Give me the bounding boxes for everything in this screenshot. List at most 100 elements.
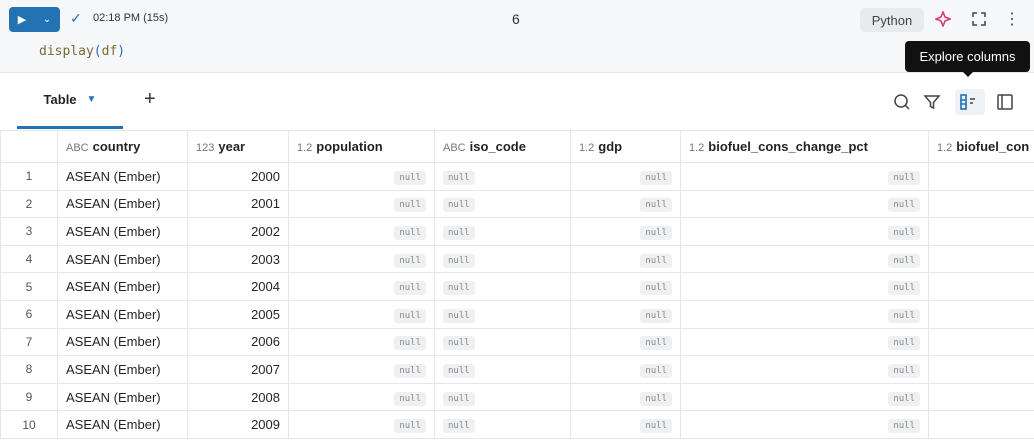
cell-year[interactable]: 2000 bbox=[187, 162, 289, 191]
cell-country[interactable]: ASEAN (Ember) bbox=[57, 410, 188, 439]
run-button[interactable]: ▶ ⌄ bbox=[9, 7, 60, 32]
cell-biofuel-cons-change-pct[interactable]: null bbox=[680, 189, 929, 219]
cell-biofuel-cons-change-pct[interactable]: null bbox=[680, 327, 929, 357]
cell-biofuel-cons-change-pct[interactable]: null bbox=[680, 355, 929, 384]
column-header-year[interactable]: 123 year bbox=[187, 130, 289, 163]
cell-country[interactable]: ASEAN (Ember) bbox=[57, 189, 188, 219]
cell-year[interactable]: 2007 bbox=[187, 355, 289, 384]
filter-icon[interactable] bbox=[922, 92, 942, 112]
cell-iso-code[interactable]: null bbox=[434, 382, 571, 412]
play-icon[interactable]: ▶ bbox=[17, 14, 27, 26]
cell-gdp[interactable]: null bbox=[570, 272, 681, 301]
tooltip: Explore columns bbox=[905, 41, 1030, 77]
cell-gdp[interactable]: null bbox=[570, 217, 681, 246]
cell-year[interactable]: 2005 bbox=[187, 299, 289, 329]
cell-population[interactable]: null bbox=[288, 299, 435, 329]
cell-biofuel-cons-change-pct[interactable]: null bbox=[680, 299, 929, 329]
assistant-sparkle-icon[interactable] bbox=[933, 9, 953, 29]
cell-country[interactable]: ASEAN (Ember) bbox=[57, 382, 188, 412]
cell-iso-code[interactable]: null bbox=[434, 299, 571, 329]
column-header-gdp[interactable]: 1.2 gdp bbox=[570, 130, 681, 163]
cell-iso-code[interactable]: null bbox=[434, 272, 571, 301]
table-row: 6 ASEAN (Ember) 2005 null null null null bbox=[0, 299, 1034, 329]
explore-columns-icon[interactable] bbox=[955, 89, 985, 115]
cell-population[interactable]: null bbox=[288, 382, 435, 412]
cell-population[interactable]: null bbox=[288, 217, 435, 246]
cell-country[interactable]: ASEAN (Ember) bbox=[57, 355, 188, 384]
cell-biofuel-con[interactable] bbox=[928, 299, 1034, 329]
sidebar-panel-icon[interactable] bbox=[995, 92, 1015, 112]
cell-biofuel-cons-change-pct[interactable]: null bbox=[680, 410, 929, 439]
column-header-population[interactable]: 1.2 population bbox=[288, 130, 435, 163]
chevron-down-icon[interactable]: ▼ bbox=[86, 94, 97, 105]
language-badge[interactable]: Python bbox=[860, 8, 924, 32]
cell-gdp[interactable]: null bbox=[570, 382, 681, 412]
cell-biofuel-cons-change-pct[interactable]: null bbox=[680, 244, 929, 274]
cell-iso-code[interactable]: null bbox=[434, 162, 571, 191]
fullscreen-icon[interactable] bbox=[969, 9, 989, 29]
cell-country[interactable]: ASEAN (Ember) bbox=[57, 299, 188, 329]
cell-year[interactable]: 2009 bbox=[187, 410, 289, 439]
cell-iso-code[interactable]: null bbox=[434, 217, 571, 246]
cell-biofuel-cons-change-pct[interactable]: null bbox=[680, 217, 929, 246]
column-name: country bbox=[92, 139, 141, 154]
cell-gdp[interactable]: null bbox=[570, 162, 681, 191]
cell-biofuel-con[interactable] bbox=[928, 382, 1034, 412]
cell-biofuel-con[interactable] bbox=[928, 162, 1034, 191]
cell-gdp[interactable]: null bbox=[570, 299, 681, 329]
cell-biofuel-con[interactable] bbox=[928, 217, 1034, 246]
cell-biofuel-con[interactable] bbox=[928, 327, 1034, 357]
cell-population[interactable]: null bbox=[288, 355, 435, 384]
cell-gdp[interactable]: null bbox=[570, 355, 681, 384]
column-header-iso_code[interactable]: ABC iso_code bbox=[434, 130, 571, 163]
cell-year[interactable]: 2003 bbox=[187, 244, 289, 274]
cell-gdp[interactable]: null bbox=[570, 410, 681, 439]
cell-year[interactable]: 2006 bbox=[187, 327, 289, 357]
code-editor[interactable]: display(df) bbox=[39, 44, 126, 59]
table-row: 8 ASEAN (Ember) 2007 null null null null bbox=[0, 355, 1034, 384]
cell-biofuel-con[interactable] bbox=[928, 189, 1034, 219]
null-badge: null bbox=[640, 253, 672, 268]
code-arg: df bbox=[101, 44, 118, 59]
cell-gdp[interactable]: null bbox=[570, 189, 681, 219]
null-badge: null bbox=[888, 253, 920, 268]
cell-biofuel-cons-change-pct[interactable]: null bbox=[680, 382, 929, 412]
cell-year[interactable]: 2008 bbox=[187, 382, 289, 412]
column-header-biofuel_con[interactable]: 1.2 biofuel_con bbox=[928, 130, 1034, 163]
cell-year[interactable]: 2002 bbox=[187, 217, 289, 246]
cell-biofuel-con[interactable] bbox=[928, 410, 1034, 439]
cell-country[interactable]: ASEAN (Ember) bbox=[57, 327, 188, 357]
cell-population[interactable]: null bbox=[288, 189, 435, 219]
cell-country[interactable]: ASEAN (Ember) bbox=[57, 162, 188, 191]
cell-biofuel-con[interactable] bbox=[928, 355, 1034, 384]
add-tab-button[interactable]: + bbox=[144, 88, 156, 110]
cell-biofuel-cons-change-pct[interactable]: null bbox=[680, 162, 929, 191]
cell-gdp[interactable]: null bbox=[570, 327, 681, 357]
tab-table[interactable]: Table ▼ bbox=[17, 73, 123, 129]
more-options-icon[interactable]: ⋮ bbox=[1004, 11, 1020, 28]
cell-population[interactable]: null bbox=[288, 272, 435, 301]
cell-iso-code[interactable]: null bbox=[434, 189, 571, 219]
column-name: iso_code bbox=[469, 139, 526, 154]
cell-iso-code[interactable]: null bbox=[434, 244, 571, 274]
cell-population[interactable]: null bbox=[288, 410, 435, 439]
cell-year[interactable]: 2004 bbox=[187, 272, 289, 301]
cell-year[interactable]: 2001 bbox=[187, 189, 289, 219]
cell-iso-code[interactable]: null bbox=[434, 355, 571, 384]
column-header-biofuel_cons_change_pct[interactable]: 1.2 biofuel_cons_change_pct bbox=[680, 130, 929, 163]
cell-biofuel-con[interactable] bbox=[928, 272, 1034, 301]
chevron-down-icon[interactable]: ⌄ bbox=[42, 14, 52, 25]
cell-population[interactable]: null bbox=[288, 244, 435, 274]
cell-population[interactable]: null bbox=[288, 327, 435, 357]
cell-population[interactable]: null bbox=[288, 162, 435, 191]
cell-country[interactable]: ASEAN (Ember) bbox=[57, 217, 188, 246]
cell-gdp[interactable]: null bbox=[570, 244, 681, 274]
cell-country[interactable]: ASEAN (Ember) bbox=[57, 272, 188, 301]
cell-biofuel-cons-change-pct[interactable]: null bbox=[680, 272, 929, 301]
cell-biofuel-con[interactable] bbox=[928, 244, 1034, 274]
search-icon[interactable] bbox=[892, 92, 912, 112]
cell-iso-code[interactable]: null bbox=[434, 410, 571, 439]
column-header-country[interactable]: ABC country bbox=[57, 130, 188, 163]
cell-iso-code[interactable]: null bbox=[434, 327, 571, 357]
cell-country[interactable]: ASEAN (Ember) bbox=[57, 244, 188, 274]
